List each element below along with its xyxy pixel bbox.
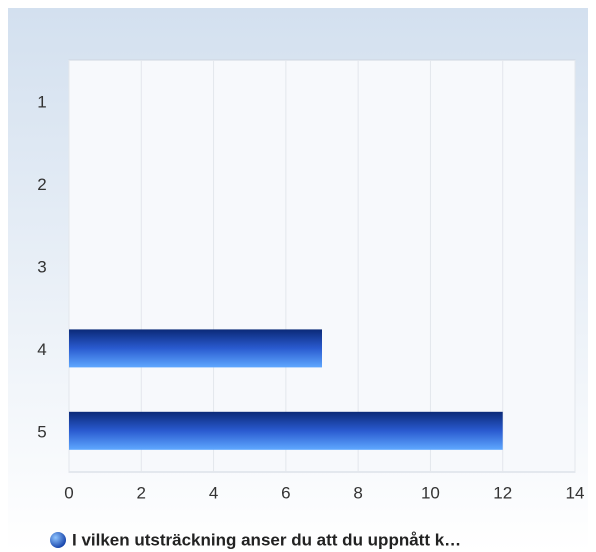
y-tick-label: 2 (37, 175, 46, 194)
y-tick-label: 3 (37, 257, 46, 276)
x-tick-label: 4 (209, 483, 218, 502)
x-tick-label: 0 (64, 483, 73, 502)
legend-label: I vilken utsträckning anser du att du up… (72, 530, 461, 549)
x-tick-label: 12 (493, 483, 512, 502)
y-tick-label: 5 (37, 422, 46, 441)
x-tick-label: 10 (421, 483, 440, 502)
y-tick-label: 4 (37, 340, 46, 359)
x-tick-label: 6 (281, 483, 290, 502)
plot-area (68, 59, 576, 473)
bar (69, 411, 503, 450)
x-tick-label: 14 (566, 483, 585, 502)
y-tick-label: 1 (37, 93, 46, 112)
x-tick-label: 2 (137, 483, 146, 502)
legend-marker (50, 532, 66, 548)
bar (69, 329, 322, 368)
x-tick-label: 8 (353, 483, 362, 502)
